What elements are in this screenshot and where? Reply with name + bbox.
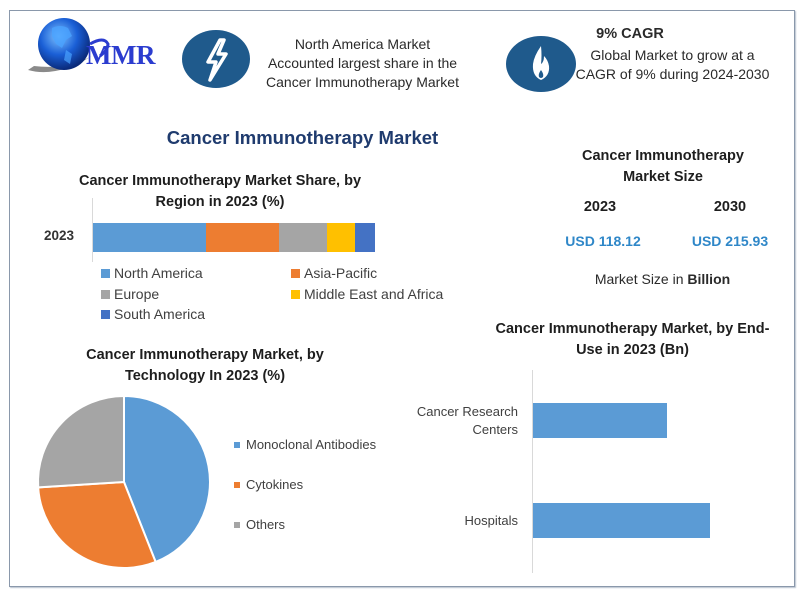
highlight-1-line-3: Cancer Immunotherapy Market: [266, 74, 459, 90]
highlight-1-line-2: Accounted largest share in the: [267, 55, 458, 71]
legend-swatch: [234, 441, 240, 448]
technology-chart-title: Cancer Immunotherapy Market, by Technolo…: [40, 345, 370, 387]
legend-north-america: North America: [101, 265, 203, 281]
technology-title-line-2: Technology In 2023 (%): [124, 368, 286, 384]
bar-segment-asia-pacific: [205, 223, 280, 252]
technology-title-line-1: Cancer Immunotherapy Market, by: [86, 347, 324, 363]
label-line: Cancer Research: [416, 404, 518, 419]
market-size-unit: Market Size in Billion: [560, 271, 765, 287]
pie-slice-monoclonal-antibodies: [123, 394, 211, 564]
legend-swatch: [101, 289, 110, 299]
legend-europe: Europe: [101, 286, 159, 302]
label-line: Centers: [472, 422, 518, 437]
region-chart-title: Cancer Immunotherapy Market Share, by Re…: [60, 171, 380, 213]
legend-swatch: [291, 289, 300, 299]
flame-circle: [506, 36, 576, 92]
legend-label: Cytokines: [246, 477, 304, 492]
end-use-title-line-2: Use in 2023 (Bn): [576, 342, 689, 358]
unit-bold: Billion: [687, 271, 731, 287]
legend-middle-east-africa: Middle East and Africa: [291, 286, 443, 302]
highlight-2-line-1: Global Market to grow at a: [590, 47, 755, 63]
swoosh-icon: [89, 38, 110, 58]
region-category-label: 2023: [44, 228, 75, 243]
market-size-value-2030: USD 215.93: [691, 233, 769, 249]
market-size-year-2030: 2030: [713, 199, 747, 215]
highlight-1-line-1: North America Market: [294, 36, 431, 52]
end-use-bar-hospitals: [533, 503, 710, 538]
legend-label: Asia-Pacific: [304, 265, 378, 281]
legend-label: Others: [246, 517, 286, 532]
market-size-title: Cancer Immunotherapy Market Size: [548, 146, 778, 188]
logo-text: MMR: [86, 40, 155, 70]
legend-label: Middle East and Africa: [304, 286, 444, 302]
legend-swatch: [234, 521, 240, 528]
end-use-title-line-1: Cancer Immunotherapy Market, by End-: [495, 321, 770, 337]
legend-label: Europe: [114, 286, 160, 302]
pie-slice-cytokines: [37, 480, 157, 569]
legend-swatch: [101, 268, 110, 278]
cagr-title: 9% CAGR: [596, 26, 664, 42]
market-size-value-2023: USD 118.12: [565, 233, 641, 249]
region-title-line-1: Cancer Immunotherapy Market Share, by: [78, 173, 362, 189]
page-title: Cancer Immunotherapy Market: [166, 127, 439, 148]
legend-swatch: [101, 309, 110, 319]
lightning-circle: [182, 30, 250, 88]
north-america-highlight: North America Market Accounted largest s…: [250, 35, 475, 92]
bar-segment-middle-east-and-africa: [327, 223, 356, 252]
region-chart-axis: [92, 198, 93, 262]
bar-segment-north-america: [93, 223, 206, 252]
lightning-icon: [206, 38, 228, 82]
legend-label: North America: [114, 265, 203, 281]
legend-asia-pacific: Asia-Pacific: [291, 265, 377, 281]
pie-legend-cytokines: Cytokines: [234, 477, 303, 492]
globe-icon: [28, 18, 92, 73]
end-use-bar-research: [533, 403, 667, 438]
legend-south-america: South America: [101, 306, 205, 322]
flame-icon: [532, 46, 550, 80]
pie-legend-others: Others: [234, 517, 285, 532]
bar-segment-south-america: [355, 223, 375, 252]
legend-swatch: [234, 481, 240, 488]
pie-slice-others: [37, 394, 125, 489]
pie-legend-monoclonal: Monoclonal Antibodies: [234, 437, 376, 452]
infographic-frame: [9, 10, 795, 587]
region-title-line-2: Region in 2023 (%): [155, 194, 285, 210]
market-size-title-line-2: Market Size: [623, 169, 703, 185]
unit-prefix: Market Size in: [594, 271, 688, 287]
end-use-axis: [532, 370, 533, 573]
cagr-highlight: Global Market to grow at a CAGR of 9% du…: [570, 46, 775, 84]
end-use-chart-title: Cancer Immunotherapy Market, by End- Use…: [470, 319, 795, 361]
technology-pie-chart: [37, 394, 211, 569]
market-size-title-line-1: Cancer Immunotherapy: [582, 148, 744, 164]
region-stacked-bar: [93, 223, 375, 252]
market-size-year-2023: 2023: [583, 199, 617, 215]
mmr-logo: MMR: [26, 16, 166, 78]
end-use-label-hospitals: Hospitals: [464, 513, 518, 528]
legend-swatch: [291, 268, 300, 278]
end-use-label-research: Cancer Research Centers: [395, 403, 518, 439]
bar-segment-europe: [279, 223, 328, 252]
highlight-2-line-2: CAGR of 9% during 2024-2030: [575, 66, 770, 82]
legend-label: South America: [114, 306, 206, 322]
legend-label: Monoclonal Antibodies: [246, 437, 377, 452]
